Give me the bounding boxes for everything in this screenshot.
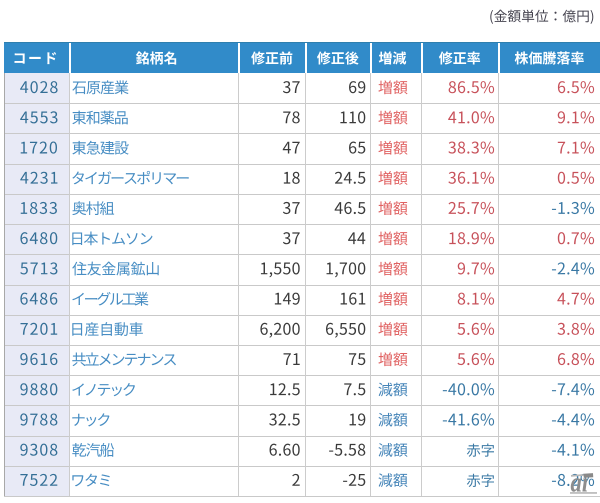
svg-text:aı: aı: [571, 466, 589, 496]
